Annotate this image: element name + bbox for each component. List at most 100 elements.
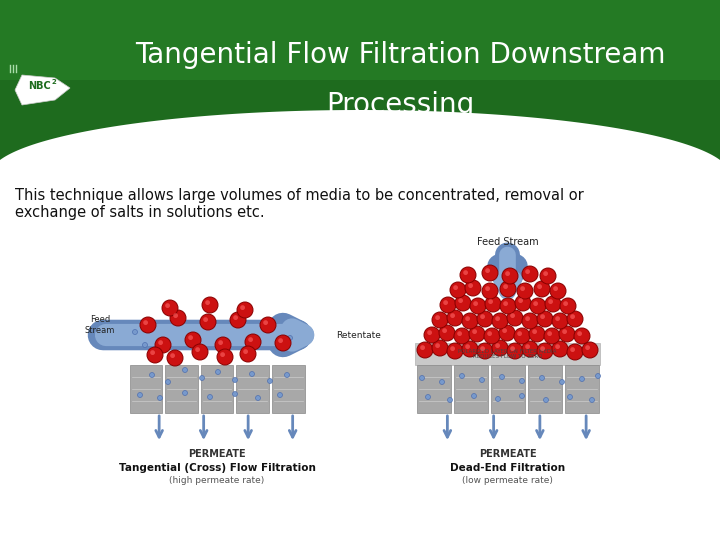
- Circle shape: [432, 340, 448, 356]
- Circle shape: [143, 320, 148, 325]
- Circle shape: [532, 329, 537, 334]
- Circle shape: [459, 374, 464, 379]
- Circle shape: [477, 343, 493, 359]
- Circle shape: [462, 313, 478, 329]
- Circle shape: [233, 377, 238, 382]
- Circle shape: [205, 300, 210, 305]
- Circle shape: [233, 392, 238, 396]
- Circle shape: [243, 349, 248, 354]
- Circle shape: [248, 337, 253, 342]
- Circle shape: [562, 329, 567, 334]
- Polygon shape: [0, 110, 720, 540]
- Circle shape: [495, 316, 500, 321]
- Circle shape: [492, 340, 508, 356]
- Circle shape: [166, 380, 171, 384]
- Circle shape: [507, 343, 523, 359]
- Circle shape: [162, 300, 178, 316]
- Circle shape: [510, 346, 515, 351]
- Circle shape: [503, 328, 507, 333]
- Circle shape: [550, 283, 566, 299]
- Circle shape: [480, 314, 485, 319]
- Text: Retentate: Retentate: [336, 330, 381, 340]
- Text: Feed Stream: Feed Stream: [477, 237, 539, 247]
- Circle shape: [268, 379, 272, 383]
- Circle shape: [470, 298, 486, 314]
- Circle shape: [517, 283, 533, 299]
- Circle shape: [192, 344, 208, 360]
- Text: PERMEATE: PERMEATE: [188, 449, 246, 459]
- Circle shape: [203, 317, 208, 322]
- Text: 2: 2: [52, 79, 57, 85]
- Circle shape: [590, 397, 595, 402]
- Circle shape: [150, 350, 155, 355]
- Circle shape: [150, 373, 155, 377]
- Circle shape: [448, 397, 452, 402]
- Text: Tangential (Cross) Flow Filtration: Tangential (Cross) Flow Filtration: [119, 463, 315, 473]
- Circle shape: [534, 301, 538, 306]
- Circle shape: [482, 283, 498, 299]
- Circle shape: [284, 373, 289, 377]
- Circle shape: [552, 313, 568, 329]
- Circle shape: [559, 326, 575, 342]
- Circle shape: [559, 380, 564, 384]
- Polygon shape: [528, 365, 562, 413]
- Circle shape: [567, 311, 583, 327]
- Polygon shape: [415, 343, 600, 365]
- Circle shape: [500, 298, 516, 314]
- Circle shape: [545, 296, 561, 312]
- Circle shape: [200, 314, 216, 330]
- Circle shape: [450, 282, 466, 298]
- Circle shape: [458, 298, 463, 303]
- Circle shape: [158, 395, 163, 401]
- Polygon shape: [416, 365, 451, 413]
- Circle shape: [447, 343, 463, 359]
- Polygon shape: [130, 365, 162, 413]
- Circle shape: [454, 328, 470, 344]
- Circle shape: [202, 297, 218, 313]
- Circle shape: [510, 313, 515, 318]
- Text: Dead-End Filtration: Dead-End Filtration: [450, 463, 565, 473]
- Circle shape: [507, 310, 523, 326]
- Circle shape: [465, 344, 470, 349]
- Text: POLARIZED LAYER ON FILTER MEDIA
REDUCES FLOW TO ZERO: POLARIZED LAYER ON FILTER MEDIA REDUCES …: [459, 349, 557, 360]
- Circle shape: [420, 375, 425, 381]
- Circle shape: [468, 283, 473, 288]
- Circle shape: [182, 368, 187, 373]
- Polygon shape: [272, 365, 305, 413]
- Polygon shape: [165, 365, 198, 413]
- Circle shape: [529, 326, 545, 342]
- Circle shape: [167, 350, 183, 366]
- Polygon shape: [15, 75, 70, 105]
- Circle shape: [560, 298, 576, 314]
- Circle shape: [480, 377, 485, 382]
- Circle shape: [465, 280, 481, 296]
- Circle shape: [170, 353, 175, 358]
- Circle shape: [495, 396, 500, 402]
- Circle shape: [487, 331, 492, 336]
- Circle shape: [518, 298, 523, 303]
- Circle shape: [218, 340, 223, 345]
- Circle shape: [230, 312, 246, 328]
- Circle shape: [264, 320, 268, 325]
- Circle shape: [555, 316, 560, 321]
- Circle shape: [485, 268, 490, 273]
- Circle shape: [537, 343, 553, 359]
- Polygon shape: [490, 365, 524, 413]
- Circle shape: [158, 340, 163, 345]
- Circle shape: [567, 344, 583, 360]
- Circle shape: [444, 300, 448, 305]
- Circle shape: [182, 390, 187, 395]
- Circle shape: [520, 394, 524, 399]
- Text: Tangential Flow Filtration Downstream: Tangential Flow Filtration Downstream: [135, 41, 665, 69]
- Circle shape: [450, 346, 455, 351]
- Circle shape: [455, 295, 471, 311]
- Circle shape: [453, 285, 458, 290]
- Text: PERMEATE: PERMEATE: [479, 449, 536, 459]
- Circle shape: [577, 331, 582, 336]
- Circle shape: [207, 395, 212, 400]
- Circle shape: [492, 313, 508, 329]
- Circle shape: [552, 341, 568, 357]
- Circle shape: [240, 305, 245, 310]
- Circle shape: [477, 311, 493, 327]
- Polygon shape: [454, 365, 487, 413]
